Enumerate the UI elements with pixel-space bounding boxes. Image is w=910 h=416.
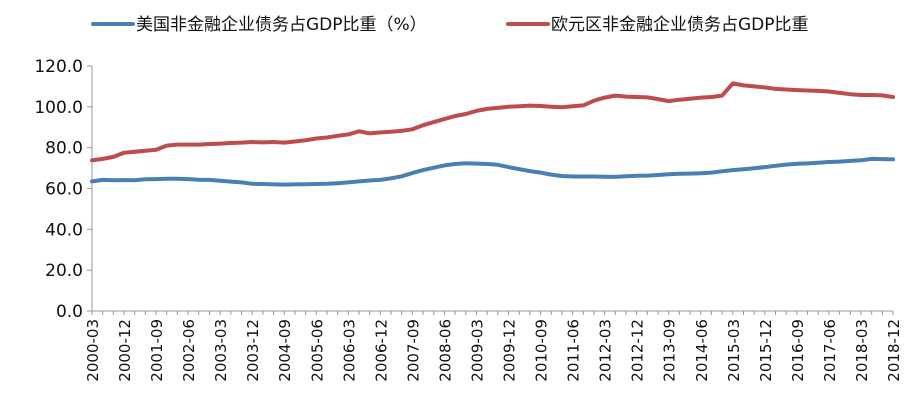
x-tick-label: 2011-06 xyxy=(565,319,583,382)
x-tick-label: 2006-12 xyxy=(372,319,390,382)
x-tick-label: 2010-09 xyxy=(533,319,551,382)
x-tick-label: 2006-03 xyxy=(340,319,358,382)
series-line-euro xyxy=(90,81,895,163)
legend-label-euro: 欧元区非金融企业债务占GDP比重 xyxy=(551,15,809,35)
legend-label-us: 美国非金融企业债务占GDP比重（%） xyxy=(136,15,427,35)
y-tick-label: 20.0 xyxy=(45,261,83,281)
y-tick-label: 60.0 xyxy=(45,180,83,200)
x-tick-label: 2012-12 xyxy=(629,319,647,382)
y-tick-label: 40.0 xyxy=(45,220,83,240)
x-tick-label: 2007-09 xyxy=(404,319,422,382)
x-tick-label: 2003-12 xyxy=(244,319,262,382)
x-tick-label: 2018-12 xyxy=(885,319,903,382)
x-tick-label: 2000-12 xyxy=(116,319,134,382)
x-tick-label: 2004-09 xyxy=(276,319,294,382)
x-tick-label: 2018-03 xyxy=(853,319,871,382)
x-tick-label: 2009-12 xyxy=(501,319,519,382)
x-tick-label: 2000-03 xyxy=(84,319,102,382)
x-axis-ticks: 2000-03 2000-12 2001-09 2002-06 2003-03 2003-… xyxy=(84,311,903,382)
x-tick-label: 2012-03 xyxy=(597,319,615,382)
x-tick-label: 2017-06 xyxy=(821,319,839,382)
x-tick-label: 2005-06 xyxy=(308,319,326,382)
x-tick-label: 2014-06 xyxy=(693,319,711,382)
x-tick-label: 2015-03 xyxy=(725,319,743,382)
x-tick-label: 2003-03 xyxy=(212,319,230,382)
x-tick-label: 2015-12 xyxy=(757,319,775,382)
x-tick-label: 2013-09 xyxy=(661,319,679,382)
y-tick-label: 80.0 xyxy=(45,139,83,159)
legend: 美国非金融企业债务占GDP比重（%） 欧元区非金融企业债务占GDP比重 xyxy=(91,15,809,35)
x-tick-label: 2001-09 xyxy=(148,319,166,382)
axes xyxy=(91,66,893,312)
x-tick-label: 2008-06 xyxy=(436,319,454,382)
x-tick-label: 2002-06 xyxy=(180,319,198,382)
x-tick-label: 2009-03 xyxy=(468,319,486,382)
series-line-us xyxy=(90,156,895,187)
y-tick-label: 100.0 xyxy=(34,98,83,118)
y-tick-label: 120.0 xyxy=(34,57,83,77)
x-tick-label: 2016-09 xyxy=(789,319,807,382)
y-axis-ticks: 0.0 20.0 40.0 60.0 80.0 100.0 120.0 xyxy=(34,57,92,322)
y-tick-label: 0.0 xyxy=(56,302,83,322)
series-lines xyxy=(90,81,895,187)
